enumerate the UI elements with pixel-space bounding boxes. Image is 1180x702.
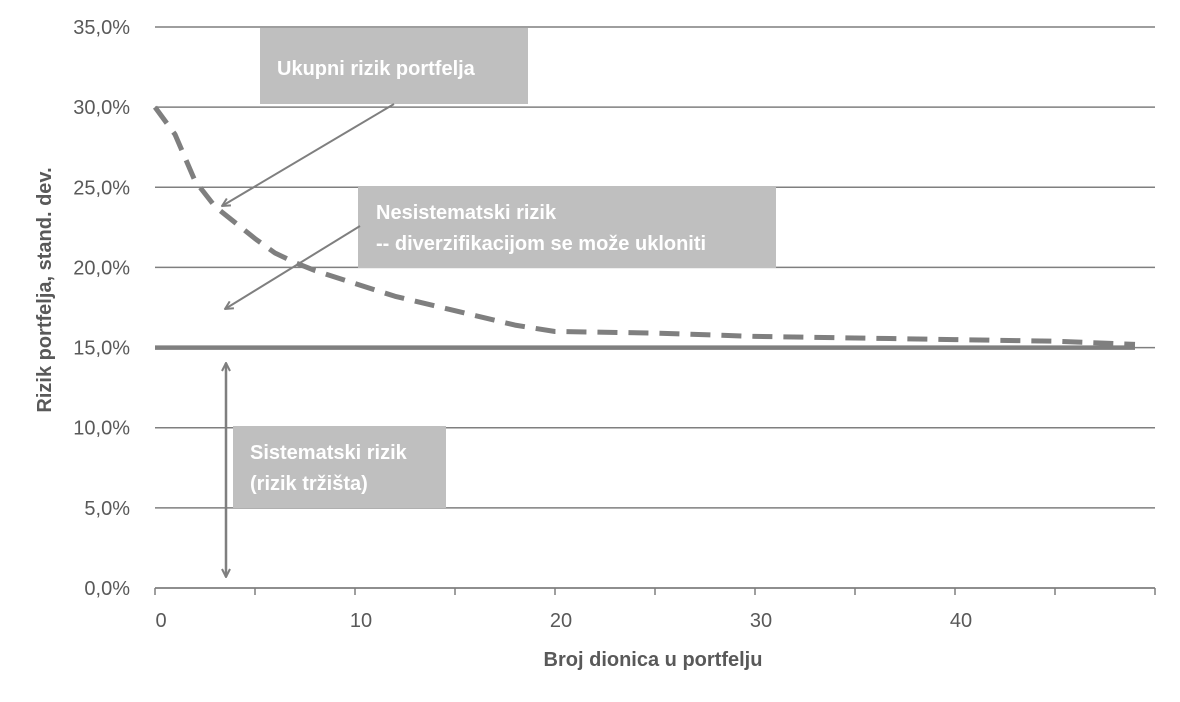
total-risk-label: Ukupni rizik portfelja <box>260 28 528 104</box>
y-tick-label: 25,0% <box>73 177 130 199</box>
x-tick-label: 40 <box>950 610 972 632</box>
y-axis-title: Rizik portfelja, stand. dev. <box>34 167 56 412</box>
x-axis-title: Broj dionica u portfelju <box>544 649 763 671</box>
unsystematic-risk-label-text: Nesistematski rizik <box>376 202 557 224</box>
x-tick-label: 20 <box>550 610 572 632</box>
annotations: Ukupni rizik portfelja Nesistematski rizi… <box>222 28 776 577</box>
systematic-risk-label-text: Sistematski rizik <box>250 442 408 464</box>
total-risk-label-text: Ukupni rizik portfelja <box>277 58 476 80</box>
unsystematic-risk-arrow <box>225 225 361 309</box>
y-tick-label: 5,0% <box>84 498 130 520</box>
x-tick-label: 30 <box>750 610 772 632</box>
unsystematic-risk-label: Nesistematski rizik -- diverzifikacijom s… <box>358 186 776 268</box>
systematic-risk-label-box <box>233 426 446 508</box>
y-tick-label: 20,0% <box>73 257 130 279</box>
x-tick-label: 0 <box>155 610 166 632</box>
x-tick-label: 10 <box>350 610 372 632</box>
y-tick-label: 35,0% <box>73 17 130 39</box>
series <box>152 105 1136 350</box>
systematic-risk-label: Sistematski rizik (rizik tržišta) <box>233 426 446 508</box>
y-tick-label: 15,0% <box>73 338 130 360</box>
total-risk-arrow <box>222 103 395 206</box>
y-tick-label: 30,0% <box>73 97 130 119</box>
unsystematic-risk-label-text: -- diverzifikacijom se može ukloniti <box>376 233 706 255</box>
unsystematic-risk-label-box <box>358 186 776 268</box>
y-tick-label: 10,0% <box>73 418 130 440</box>
x-axis: 0 10 20 30 40 <box>154 587 1156 632</box>
y-axis: 0,0% 5,0% 10,0% 15,0% 20,0% 25,0% 30,0% 35,0% <box>73 17 130 600</box>
y-tick-label: 0,0% <box>84 578 130 600</box>
total-risk-label-box <box>260 28 528 104</box>
systematic-risk-label-text: (rizik tržišta) <box>250 473 368 495</box>
